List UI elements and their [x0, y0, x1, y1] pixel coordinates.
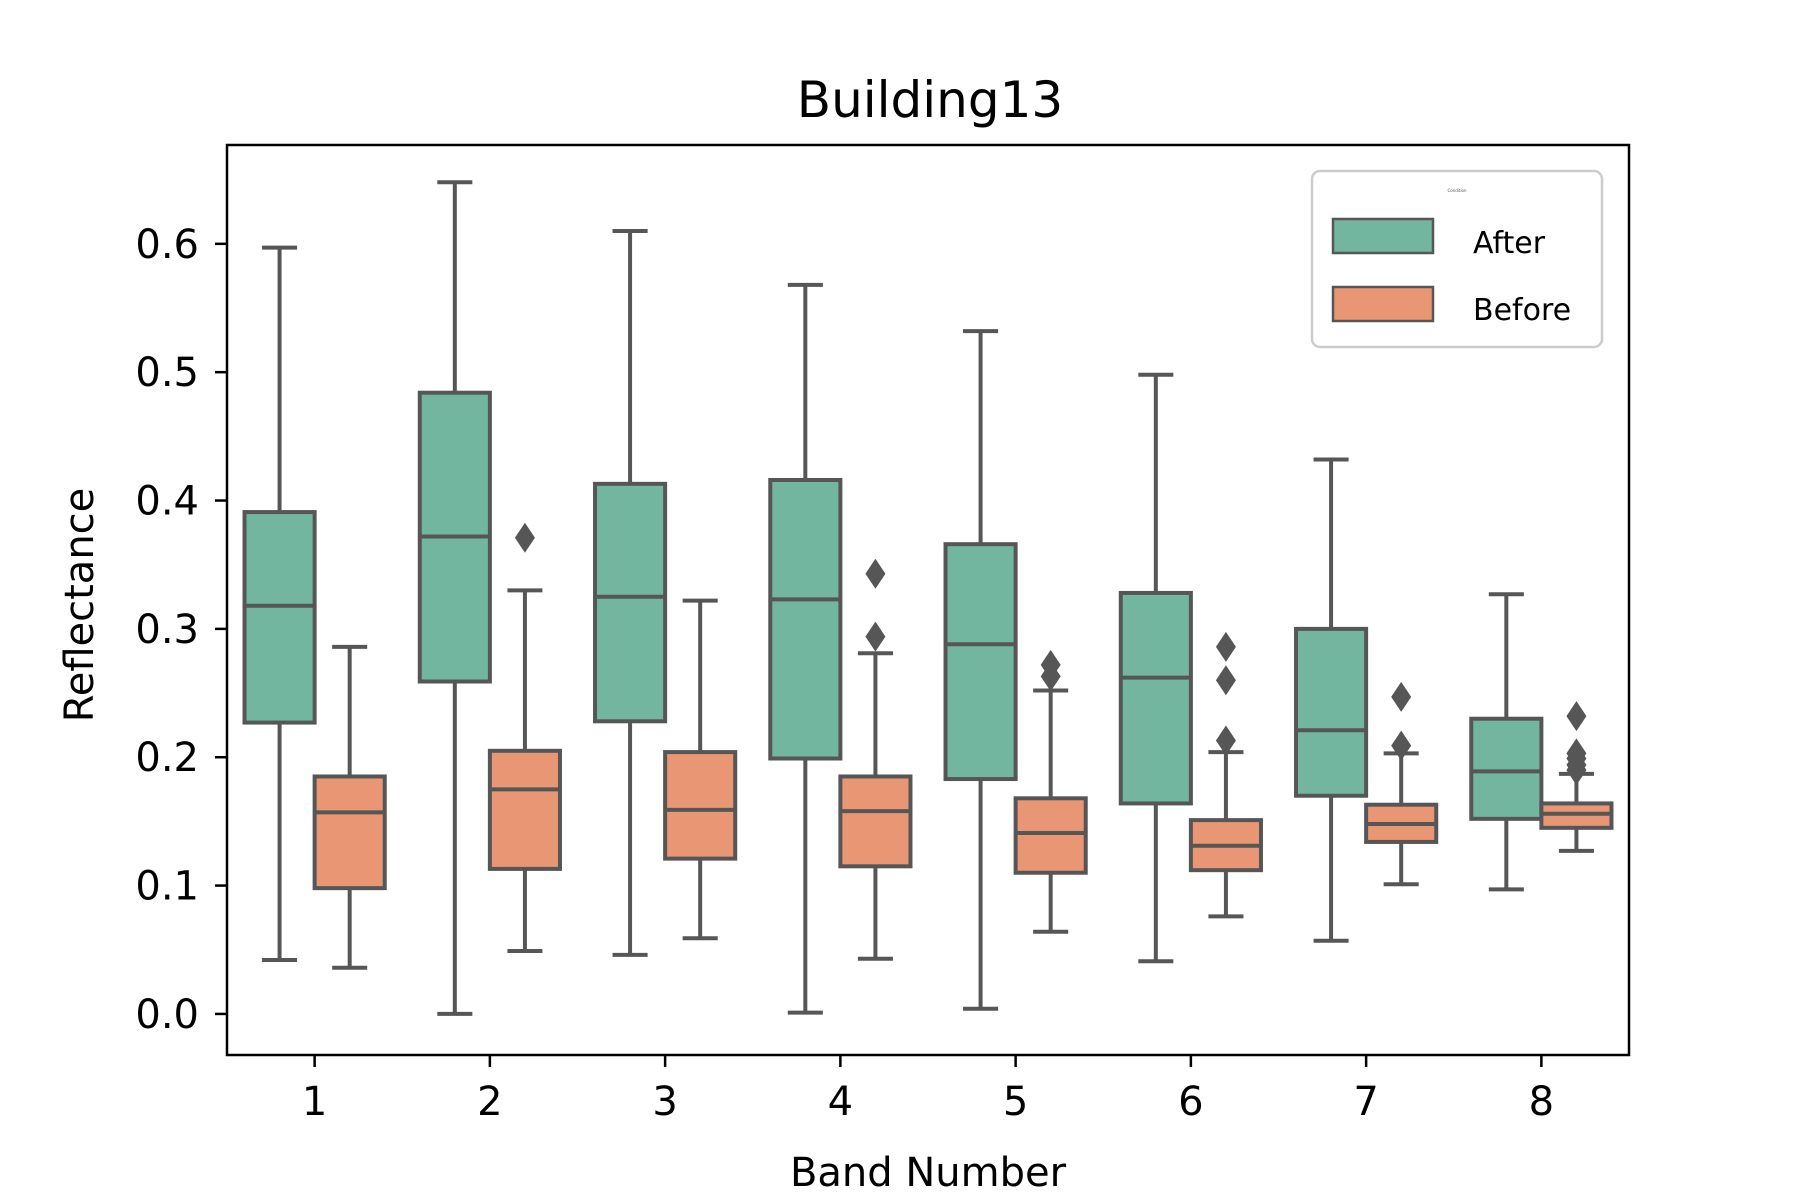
y-tick-label-0: 0.0	[135, 992, 199, 1038]
band-4-before-outlier	[865, 558, 886, 589]
y-tick-label-4: 0.4	[135, 479, 199, 525]
x-axis-label: Band Number	[790, 1150, 1067, 1196]
band-1-after-box	[242, 510, 317, 725]
x-tick-label-6: 6	[1178, 1079, 1203, 1125]
band-5-after-box	[943, 542, 1018, 782]
band-6-after-box	[1118, 590, 1193, 806]
x-tick-label-5: 5	[1003, 1079, 1028, 1125]
band-2-before-outlier	[514, 522, 535, 553]
band-5-before-box	[1013, 796, 1088, 875]
band-7-before-outlier	[1391, 681, 1412, 712]
band-3-before-box	[663, 750, 738, 861]
band-2-before-box	[487, 748, 562, 871]
band-4-before-outlier	[865, 621, 886, 652]
legend: Condition After Before	[1310, 169, 1604, 349]
legend-label-before: Before	[1473, 293, 1571, 328]
x-tick-label-4: 4	[828, 1079, 853, 1125]
band-1-before-box	[312, 774, 387, 891]
y-tick-label-6: 0.6	[135, 222, 199, 268]
band-6-before-outlier	[1215, 665, 1236, 696]
band-6-before-outlier	[1215, 631, 1236, 662]
x-tick-label-2: 2	[477, 1079, 502, 1125]
band-5-before-outlier	[1040, 649, 1061, 680]
y-tick-label-2: 0.2	[135, 735, 199, 781]
plot-area	[242, 180, 1614, 1016]
band-8-before-outlier	[1566, 738, 1587, 769]
band-8-after-box	[1469, 716, 1544, 821]
band-7-after-box	[1294, 626, 1369, 798]
legend-swatch-after	[1331, 217, 1435, 255]
x-tick-label-7: 7	[1353, 1079, 1378, 1125]
x-tick-label-1: 1	[302, 1079, 327, 1125]
legend-title: Condition	[1447, 188, 1467, 193]
y-tick-label-5: 0.5	[135, 350, 199, 396]
band-7-before-outlier	[1391, 730, 1412, 761]
axes: 0.0 0.1 0.2 0.3 0.4 0.5 0.6 1 2 3 4 5 6 7 8	[135, 222, 1554, 1125]
band-3-after-box	[593, 481, 668, 724]
plot-frame	[225, 143, 1631, 1057]
chart-title: Building13	[797, 71, 1063, 129]
y-axis-label: Reflectance	[57, 488, 103, 723]
x-tick-label-3: 3	[652, 1079, 677, 1125]
legend-swatch-before	[1331, 285, 1435, 323]
band-6-before-outlier	[1215, 725, 1236, 756]
band-4-before-box	[838, 774, 913, 869]
legend-label-after: After	[1473, 226, 1546, 261]
y-tick-label-1: 0.1	[135, 864, 199, 910]
band-8-before-outlier	[1566, 701, 1587, 732]
y-tick-label-3: 0.3	[135, 607, 199, 653]
x-tick-label-8: 8	[1529, 1079, 1554, 1125]
band-4-after-box	[768, 477, 843, 761]
